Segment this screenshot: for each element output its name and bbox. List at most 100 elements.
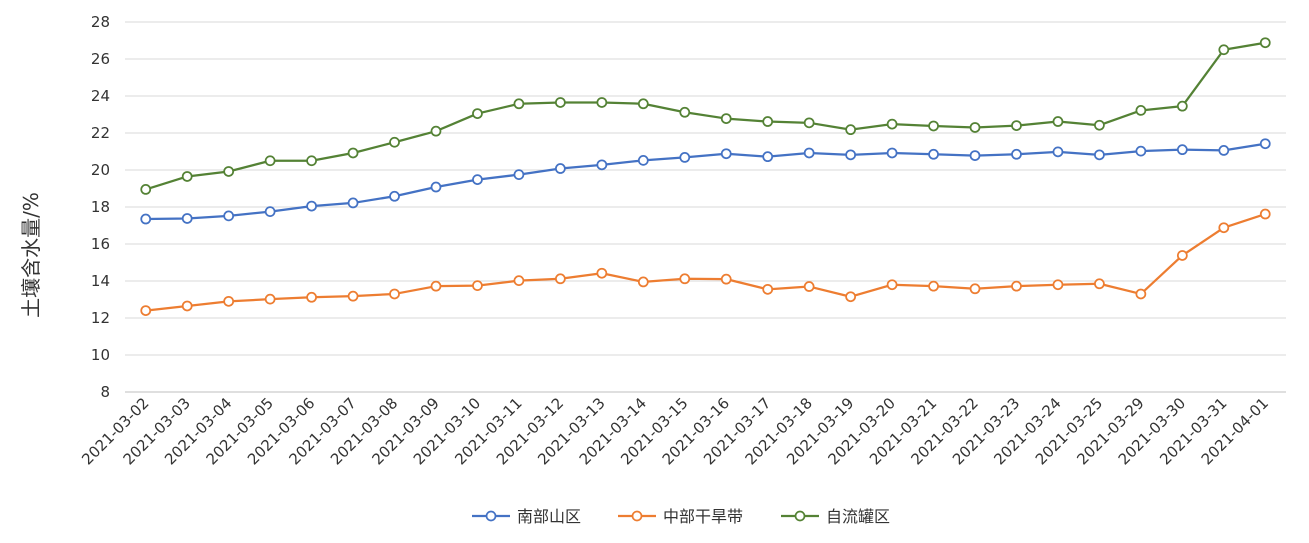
data-point <box>596 97 608 108</box>
data-point <box>1052 279 1064 291</box>
data-point <box>886 279 898 291</box>
data-point <box>637 98 649 110</box>
data-point <box>720 148 732 160</box>
data-point <box>347 147 359 159</box>
legend: 南部山区 中部干旱带 自流罐区 <box>472 507 890 526</box>
data-point <box>1094 278 1105 290</box>
data-point <box>389 190 400 202</box>
data-point <box>430 125 442 137</box>
data-point <box>720 273 732 285</box>
y-tick-label: 22 <box>91 124 110 142</box>
data-point <box>969 150 981 161</box>
y-tick-label: 14 <box>91 272 110 290</box>
legend-swatch-marker <box>794 510 806 522</box>
data-point <box>347 290 359 302</box>
data-point <box>596 159 608 171</box>
data-point <box>223 295 235 307</box>
data-point <box>928 120 939 132</box>
data-point <box>140 184 152 195</box>
data-point <box>555 163 566 174</box>
y-tick-label: 24 <box>91 87 110 105</box>
series-group <box>140 208 1271 316</box>
y-tick-label: 10 <box>91 346 110 364</box>
data-point <box>264 206 276 217</box>
data-point <box>886 147 898 159</box>
data-point <box>1011 280 1022 292</box>
y-tick-label: 8 <box>100 383 110 401</box>
data-point <box>1218 222 1230 234</box>
data-point <box>1176 100 1188 112</box>
series-layer <box>140 37 1271 316</box>
series-line <box>145 212 1266 312</box>
data-point <box>969 122 981 133</box>
legend-swatch-marker <box>485 510 497 522</box>
legend-label: 中部干旱带 <box>663 507 743 526</box>
data-point <box>803 117 815 129</box>
data-point <box>347 197 359 209</box>
series-line <box>145 142 1266 221</box>
data-point <box>1094 119 1105 131</box>
data-point <box>1259 208 1271 220</box>
data-point <box>1176 250 1188 261</box>
data-point <box>1218 44 1230 56</box>
y-tick-label: 26 <box>91 50 110 68</box>
data-point <box>513 169 525 180</box>
legend-item: 自流罐区 <box>781 507 890 526</box>
data-point <box>720 113 732 124</box>
data-point <box>845 149 856 161</box>
data-point <box>803 147 815 159</box>
data-point <box>679 273 691 285</box>
series-group <box>140 37 1271 195</box>
data-point <box>389 288 400 300</box>
data-point <box>181 300 193 312</box>
y-tick-label: 28 <box>91 13 110 31</box>
gridlines <box>125 21 1286 393</box>
data-point <box>679 106 691 118</box>
data-point <box>762 116 774 127</box>
data-point <box>140 305 152 316</box>
data-point <box>513 275 525 287</box>
data-point <box>555 273 566 285</box>
data-point <box>264 293 276 305</box>
y-tick-label: 12 <box>91 309 110 327</box>
data-point <box>430 280 442 292</box>
legend-label: 南部山区 <box>517 507 581 526</box>
data-point <box>472 280 483 291</box>
legend-label: 自流罐区 <box>826 507 890 526</box>
data-point <box>928 148 939 160</box>
series-group <box>140 138 1271 225</box>
data-point <box>1094 149 1105 161</box>
x-axis-ticks: 2021-03-022021-03-032021-03-042021-03-05… <box>78 394 1272 468</box>
legend-swatch-marker <box>631 510 643 522</box>
data-point <box>181 213 193 224</box>
data-point <box>762 283 774 295</box>
data-point <box>513 98 525 110</box>
data-point <box>1259 37 1271 49</box>
data-point <box>637 155 649 166</box>
data-point <box>472 174 483 185</box>
data-point <box>803 281 815 292</box>
data-point <box>1011 120 1022 131</box>
data-point <box>1052 146 1064 158</box>
data-point <box>306 291 317 303</box>
data-point <box>845 124 856 136</box>
data-point <box>1135 288 1147 300</box>
data-point <box>1135 145 1147 157</box>
data-point <box>1135 105 1147 116</box>
data-point <box>637 276 649 288</box>
data-point <box>472 108 483 119</box>
y-axis-ticks: 8 10 12 14 16 18 20 22 24 26 28 <box>91 13 110 401</box>
data-point <box>140 213 152 225</box>
data-point <box>1176 144 1188 156</box>
data-point <box>306 155 317 167</box>
data-point <box>430 181 442 193</box>
y-tick-label: 18 <box>91 198 110 216</box>
data-point <box>928 280 939 292</box>
data-point <box>555 97 566 108</box>
data-point <box>762 151 774 163</box>
data-point <box>596 267 608 279</box>
legend-item: 南部山区 <box>472 507 581 526</box>
data-point <box>223 210 235 222</box>
data-point <box>1218 145 1230 156</box>
